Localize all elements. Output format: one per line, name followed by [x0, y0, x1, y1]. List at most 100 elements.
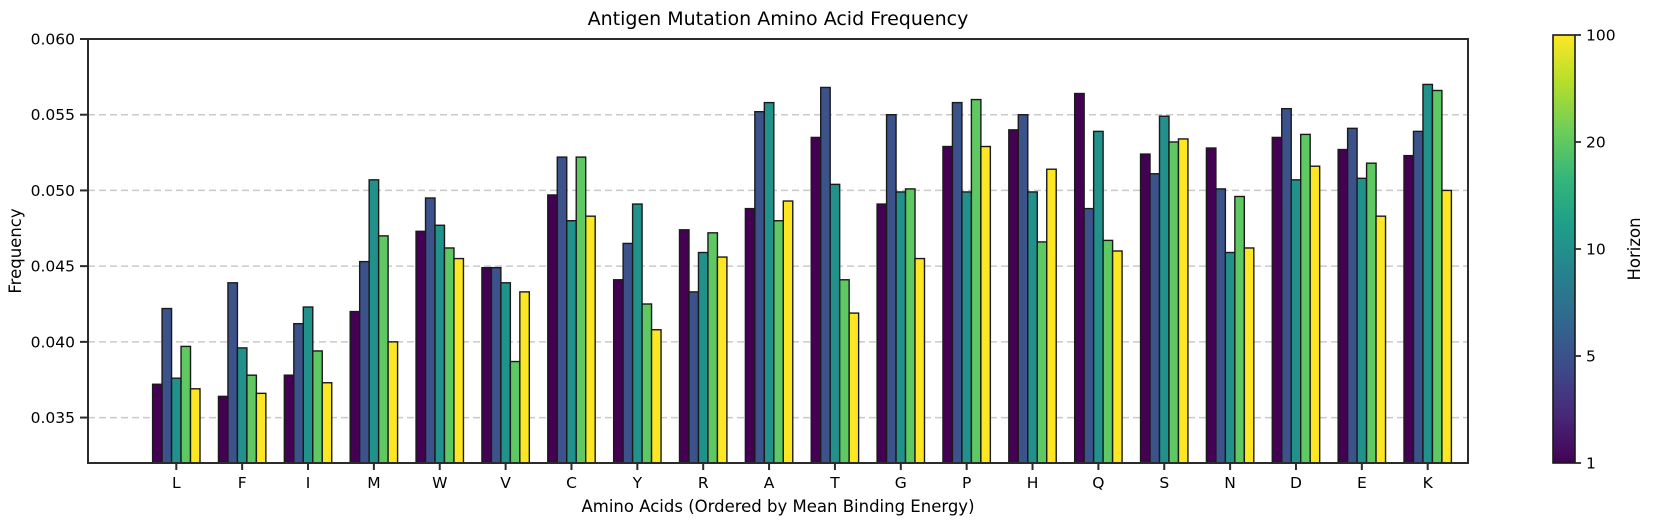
bar — [970, 98, 982, 464]
bar — [1412, 130, 1424, 464]
colorbar-label: Horizon — [1625, 217, 1644, 280]
bar — [585, 215, 596, 464]
bar — [519, 291, 531, 464]
bar — [490, 266, 502, 464]
bar — [1224, 251, 1236, 464]
bar — [1102, 239, 1114, 464]
colorbar-gradient — [1552, 34, 1576, 464]
bar — [961, 191, 973, 464]
bar — [631, 203, 643, 464]
bar — [1205, 147, 1217, 464]
x-tick-label: G — [895, 474, 907, 492]
x-tick-label: R — [698, 474, 709, 492]
bar — [180, 345, 192, 464]
bar — [443, 247, 455, 464]
bar — [1431, 89, 1443, 464]
bar — [358, 260, 370, 464]
bar — [1356, 177, 1368, 464]
bar — [415, 230, 427, 464]
bar — [1149, 173, 1161, 464]
bar — [876, 203, 888, 464]
bar — [820, 86, 831, 464]
bar — [246, 374, 258, 464]
bar — [1346, 127, 1358, 464]
bar — [424, 197, 436, 464]
bar — [895, 191, 907, 464]
bar — [189, 388, 201, 464]
axes: 0.035 0.040 0.045 0.050 0.055 0.060 L F I M W V C Y R A… — [31, 31, 1469, 492]
bar — [951, 101, 963, 464]
x-tick-label: K — [1423, 474, 1434, 492]
bar — [744, 207, 756, 464]
bar — [1243, 247, 1255, 464]
bar — [217, 395, 229, 464]
bar — [1375, 215, 1387, 464]
bar — [312, 350, 323, 464]
bar — [1046, 168, 1057, 464]
x-tick-label: F — [238, 474, 247, 492]
bar — [641, 303, 653, 464]
bar — [509, 360, 521, 464]
bar — [1008, 129, 1020, 464]
bar — [1337, 148, 1349, 464]
colorbar-tick-label: 5 — [1586, 348, 1596, 366]
bar — [914, 257, 926, 464]
bar — [1158, 115, 1170, 464]
bar — [321, 382, 333, 464]
bar — [1168, 141, 1180, 464]
bar — [349, 310, 361, 464]
bar — [227, 282, 239, 464]
bar — [707, 232, 719, 464]
colorbar-tick-label: 100 — [1586, 27, 1616, 45]
bar — [236, 347, 248, 464]
bar — [161, 307, 173, 464]
bar — [1139, 153, 1151, 464]
bar — [255, 392, 267, 464]
bar — [1234, 195, 1246, 464]
x-tick-label: V — [500, 474, 511, 492]
x-tick-label: Y — [632, 474, 643, 492]
bar — [942, 145, 954, 464]
x-tick-label: N — [1224, 474, 1236, 492]
bar — [1177, 138, 1189, 464]
bar — [622, 242, 634, 464]
bar — [612, 279, 624, 464]
bar-series — [151, 83, 1453, 464]
x-tick-label: T — [829, 474, 840, 492]
bar — [773, 220, 784, 464]
bar — [678, 229, 690, 464]
bar — [1441, 189, 1453, 464]
bar — [848, 312, 860, 464]
bar — [829, 183, 841, 464]
bar — [151, 383, 163, 464]
y-tick-label: 0.050 — [31, 182, 75, 200]
bar — [1215, 188, 1227, 464]
bar — [697, 251, 709, 464]
bar — [377, 235, 389, 464]
y-tick-label: 0.045 — [31, 258, 75, 276]
y-tick-label: 0.035 — [31, 409, 75, 427]
bar — [838, 279, 850, 464]
plot-spines — [87, 38, 1469, 464]
bar — [302, 306, 314, 464]
bar — [754, 110, 766, 464]
bar — [1365, 162, 1377, 464]
bar — [368, 179, 380, 464]
bar — [1403, 154, 1415, 464]
bar — [387, 341, 399, 464]
bar — [481, 266, 493, 464]
x-tick-label: C — [566, 474, 577, 492]
bar — [1027, 191, 1038, 464]
bar — [293, 322, 304, 464]
bar — [650, 329, 662, 464]
y-axis-label: Frequency — [6, 208, 25, 293]
bar — [885, 114, 897, 464]
bar — [782, 200, 794, 464]
x-tick-label: A — [764, 474, 775, 492]
bar — [1290, 179, 1302, 464]
bar — [434, 224, 446, 464]
bar — [1300, 133, 1311, 464]
bar — [1036, 241, 1048, 464]
colorbar: 1 5 10 20 100 — [1552, 27, 1616, 473]
colorbar-tick-label: 1 — [1586, 455, 1596, 473]
